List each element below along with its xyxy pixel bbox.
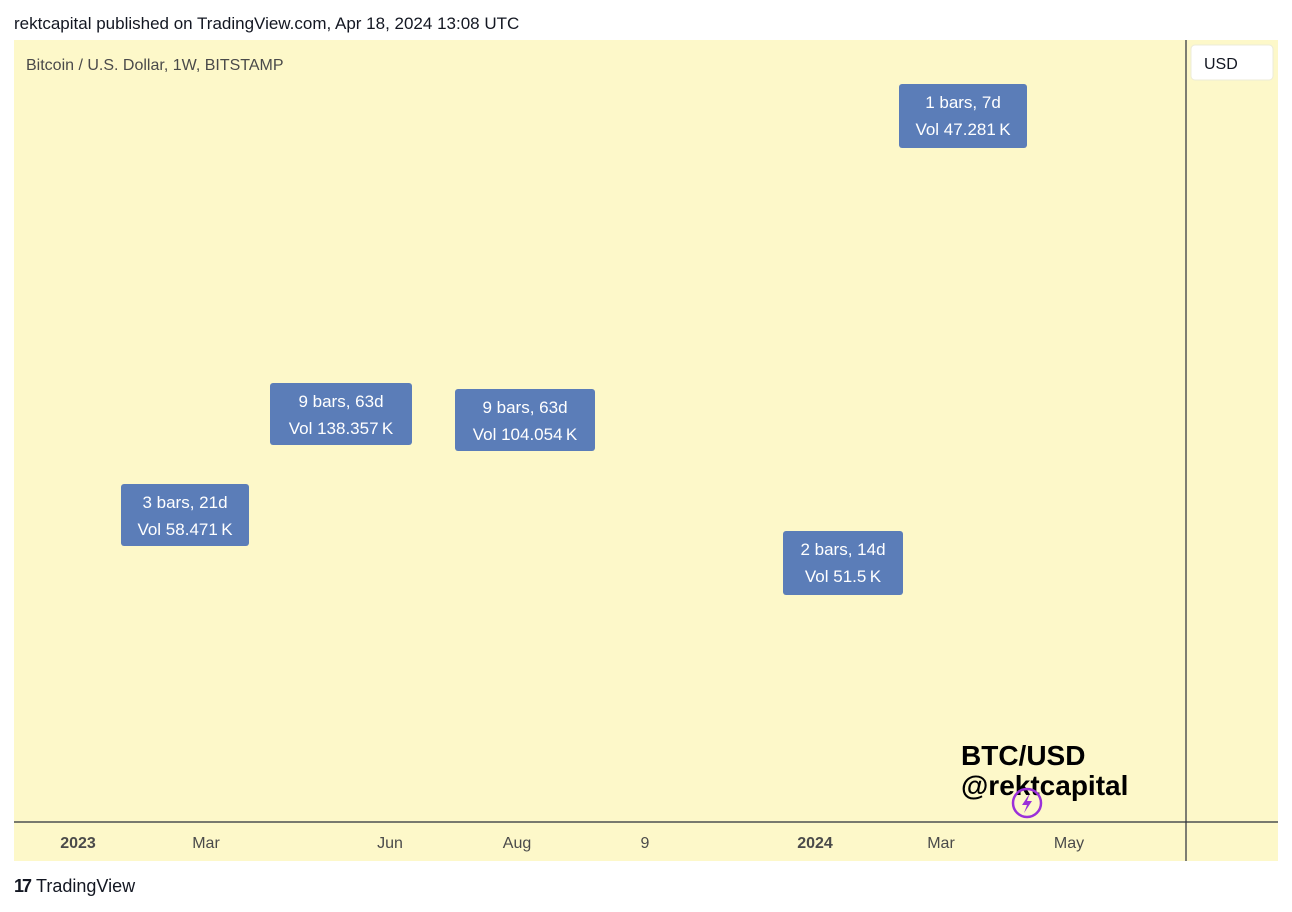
- watermark: BTC/USD @rektcapital: [961, 740, 1128, 819]
- publisher-line: rektcapital published on TradingView.com…: [14, 14, 520, 33]
- annotation-box: [899, 84, 1027, 148]
- tradingview-brand-name: TradingView: [36, 876, 136, 896]
- watermark-line1: BTC/USD: [961, 740, 1085, 771]
- tradingview-footer-logo[interactable]: 17 TradingView: [14, 876, 135, 897]
- annotation-volume: Vol 104.054 K: [473, 425, 578, 444]
- symbol-title: Bitcoin / U.S. Dollar, 1W, BITSTAMP: [26, 57, 284, 74]
- measurement-annotation: 1 bars, 7d Vol 47.281 K: [899, 84, 1027, 148]
- tradingview-logo-icon: 17: [14, 876, 32, 896]
- annotation-volume: Vol 51.5 K: [805, 567, 882, 586]
- lightning-icon: [1011, 787, 1043, 819]
- time-tick-label: 2024: [797, 835, 833, 852]
- annotation-box: [270, 383, 412, 445]
- annotation-volume: Vol 138.357 K: [289, 419, 394, 438]
- annotation-box: [455, 389, 595, 451]
- annotation-bars: 3 bars, 21d: [142, 493, 227, 512]
- time-tick-label: Jun: [377, 835, 403, 852]
- annotation-bars: 1 bars, 7d: [925, 93, 1001, 112]
- time-tick-label: Aug: [503, 835, 531, 852]
- annotation-volume: Vol 47.281 K: [915, 120, 1011, 139]
- measurement-annotation: 9 bars, 63d Vol 104.054 K: [455, 389, 595, 451]
- annotation-bars: 9 bars, 63d: [482, 398, 567, 417]
- currency-label: USD: [1204, 56, 1238, 73]
- measurement-annotation: 9 bars, 63d Vol 138.357 K: [270, 383, 412, 445]
- annotation-bars: 9 bars, 63d: [298, 392, 383, 411]
- time-tick-label: 9: [641, 835, 650, 852]
- time-tick-label: Mar: [192, 835, 220, 852]
- time-tick-label: Mar: [927, 835, 955, 852]
- measurement-annotation: 2 bars, 14d Vol 51.5 K: [783, 531, 903, 595]
- annotation-box: [121, 484, 249, 546]
- annotation-bars: 2 bars, 14d: [800, 540, 885, 559]
- time-tick-label: May: [1054, 835, 1084, 852]
- chart-background: [14, 40, 1278, 861]
- measurement-annotation: 3 bars, 21d Vol 58.471 K: [121, 484, 249, 546]
- annotation-volume: Vol 58.471 K: [137, 520, 233, 539]
- watermark-line2: @rektcapital: [961, 770, 1128, 801]
- annotation-box: [783, 531, 903, 595]
- currency-button[interactable]: USD: [1190, 44, 1274, 81]
- time-tick-label: 2023: [60, 835, 96, 852]
